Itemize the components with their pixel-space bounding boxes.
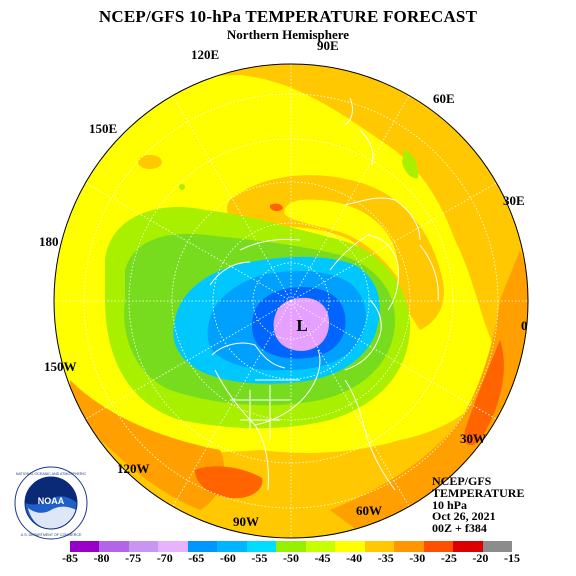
lon-label-60w: 60W — [356, 503, 382, 518]
colorbar-swatch — [364, 541, 395, 552]
temperature-band-green-dot — [179, 184, 185, 190]
lon-label-60e: 60E — [433, 91, 455, 106]
colorbar-tick-label: -15 — [504, 551, 520, 565]
lon-label-90w: 90W — [233, 514, 259, 529]
colorbar-tick-label: -65 — [188, 551, 205, 565]
temperature-band-yellow-inner — [284, 199, 399, 278]
colorbar-swatch — [453, 541, 483, 552]
page-title: NCEP/GFS 10-hPa TEMPERATURE FORECAST — [98, 7, 478, 26]
colorbar-tick-label: -25 — [440, 551, 457, 565]
svg-text:U.S. DEPARTMENT OF COMMERCE: U.S. DEPARTMENT OF COMMERCE — [21, 533, 82, 537]
colorbar-swatch — [128, 541, 159, 552]
colorbar-tick-label: -75 — [125, 551, 142, 565]
temperature-colorbar — [70, 541, 513, 552]
lon-label-150w: 150W — [44, 359, 77, 374]
lon-label-150e: 150E — [89, 121, 118, 136]
lon-label-180: 180 — [39, 234, 59, 249]
graticule — [54, 64, 528, 538]
colorbar-swatch — [305, 541, 336, 552]
forecast-info: NCEP/GFS TEMPERATURE 10 hPa Oct 26, 2021… — [432, 474, 525, 536]
colorbar-tick-label: -50 — [283, 551, 299, 565]
temperature-band-dark-orange-top — [270, 203, 283, 211]
info-date: Oct 26, 2021 — [432, 509, 496, 524]
svg-text:NATIONAL OCEANIC AND ATMOSPHER: NATIONAL OCEANIC AND ATMOSPHERIC — [16, 472, 87, 476]
temperature-band-dark-orange-bottom — [195, 466, 263, 499]
lon-label-120e: 120E — [191, 47, 220, 62]
colorbar-swatch — [217, 541, 247, 552]
colorbar-swatch — [158, 541, 188, 552]
colorbar-tick-label: -45 — [314, 551, 331, 565]
coastlines — [209, 97, 439, 491]
info-level: 10 hPa — [432, 497, 468, 512]
colorbar-tick-label: -20 — [472, 551, 489, 565]
colorbar-tick-label: -55 — [251, 551, 268, 565]
colorbar-swatch — [99, 541, 129, 552]
colorbar-swatch — [335, 541, 365, 552]
colorbar-tick-label: -35 — [377, 551, 394, 565]
lon-label-30w: 30W — [460, 431, 486, 446]
temperature-band-violet — [273, 297, 330, 351]
colorbar-tick-label: -60 — [219, 551, 236, 565]
map-border — [53, 63, 529, 539]
colorbar-tick-label: -70 — [156, 551, 173, 565]
colorbar-swatch — [70, 541, 100, 552]
temperature-band-light-orange-wave — [226, 175, 444, 330]
noaa-logo-text: NOAA — [38, 496, 65, 506]
info-model: NCEP/GFS — [432, 474, 492, 488]
colorbar-tick-label: -80 — [93, 551, 110, 565]
colorbar-swatch — [482, 541, 513, 552]
colorbar-tick-label: -30 — [409, 551, 426, 565]
colorbar-swatch — [423, 541, 454, 552]
colorbar-swatch — [276, 541, 306, 552]
colorbar-tick-label: -85 — [62, 551, 78, 565]
noaa-logo: NOAA NATIONAL OCEANIC AND ATMOSPHERIC U.… — [14, 466, 88, 540]
lon-label-0: 0 — [521, 318, 528, 333]
low-pressure-marker: L — [296, 316, 307, 335]
info-forecast-hour: 00Z + f384 — [432, 521, 487, 536]
page-subtitle: Northern Hemisphere — [226, 27, 350, 42]
colorbar-tick-label: -40 — [346, 551, 363, 565]
temperature-band-green-spot — [402, 150, 419, 179]
lon-label-30e: 30E — [503, 193, 525, 208]
temperature-band-orange-left — [70, 380, 224, 510]
info-variable: TEMPERATURE — [432, 485, 525, 500]
colorbar-swatch — [394, 541, 424, 552]
lon-label-120w: 120W — [117, 461, 150, 476]
temperature-band-orange-spot — [138, 155, 162, 169]
colorbar-swatch — [246, 541, 277, 552]
colorbar-swatch — [187, 541, 218, 552]
temperature-band-dark-orange-right — [464, 340, 504, 446]
lon-label-90e: 90E — [317, 38, 339, 53]
